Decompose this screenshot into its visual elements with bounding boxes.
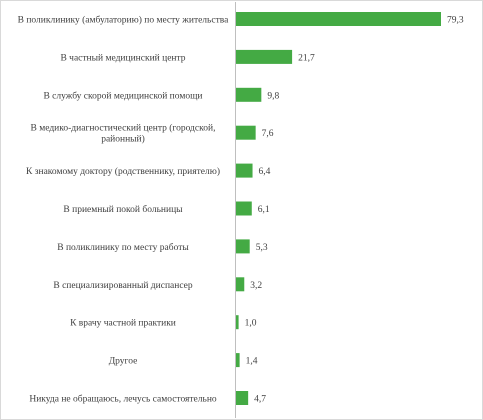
bar-3 (236, 87, 262, 102)
category-label-line: районный) (101, 134, 145, 145)
value-label-8: 3,2 (250, 281, 262, 291)
value-label-11: 4,7 (254, 395, 266, 405)
bar-4 (236, 125, 256, 140)
bar-1 (236, 12, 441, 26)
bar-7 (236, 239, 250, 254)
bar-6 (236, 201, 252, 216)
category-label-6: В приемный покой больницы (63, 204, 183, 215)
bar-9 (236, 315, 239, 330)
value-label-10: 1,4 (246, 357, 258, 367)
category-label-line: В частный медицинский центр (60, 52, 185, 63)
category-label-line: В специализированный диспансер (53, 280, 193, 291)
bar-2 (236, 49, 293, 64)
category-label-9: К врачу частной практики (70, 318, 176, 329)
category-label-3: В службу скорой медицинской помощи (43, 90, 202, 101)
category-label-5: К знакомому доктору (родственнику, прият… (26, 166, 220, 177)
value-label-2: 21,7 (298, 53, 315, 63)
bar-11 (236, 391, 249, 405)
category-label-line: Другое (109, 357, 138, 367)
value-label-3: 9,8 (267, 91, 279, 101)
bar-8 (236, 277, 245, 292)
value-label-7: 5,3 (256, 243, 268, 253)
bar-5 (236, 163, 253, 178)
value-labels: 79,3 21,7 9,8 7,6 6,4 6,1 5,3 3,2 1,0 1,4 4,7 (245, 16, 464, 405)
value-label-5: 6,4 (259, 167, 271, 177)
category-label-line: К знакомому доктору (родственнику, прият… (26, 166, 220, 177)
category-label-4: В медико-диагностический центр (городско… (31, 123, 216, 145)
category-label-line: В поликлинику (амбулаторию) по месту жит… (18, 15, 229, 26)
category-label-10: Другое (109, 357, 138, 367)
category-label-line: К врачу частной практики (70, 318, 176, 329)
category-label-line: В поликлинику по месту работы (57, 242, 189, 253)
category-label-7: В поликлинику по месту работы (57, 242, 189, 253)
value-label-9: 1,0 (245, 319, 257, 329)
bars-layer (236, 12, 441, 405)
bar-10 (236, 353, 240, 368)
value-label-4: 7,6 (262, 129, 274, 139)
value-label-1: 79,3 (447, 16, 464, 26)
category-label-line: В приемный покой больницы (63, 204, 183, 215)
category-label-11: Никуда не обращаюсь, лечусь самостоятель… (29, 394, 217, 405)
value-label-6: 6,1 (258, 205, 270, 215)
category-label-line: В медико-диагностический центр (городско… (31, 123, 216, 134)
category-label-8: В специализированный диспансер (53, 280, 193, 291)
category-label-2: В частный медицинский центр (60, 52, 185, 63)
category-label-line: В службу скорой медицинской помощи (43, 90, 202, 101)
category-labels: В поликлинику (амбулаторию) по месту жит… (18, 15, 229, 405)
category-label-1: В поликлинику (амбулаторию) по месту жит… (18, 15, 229, 26)
category-label-line: Никуда не обращаюсь, лечусь самостоятель… (29, 394, 217, 405)
